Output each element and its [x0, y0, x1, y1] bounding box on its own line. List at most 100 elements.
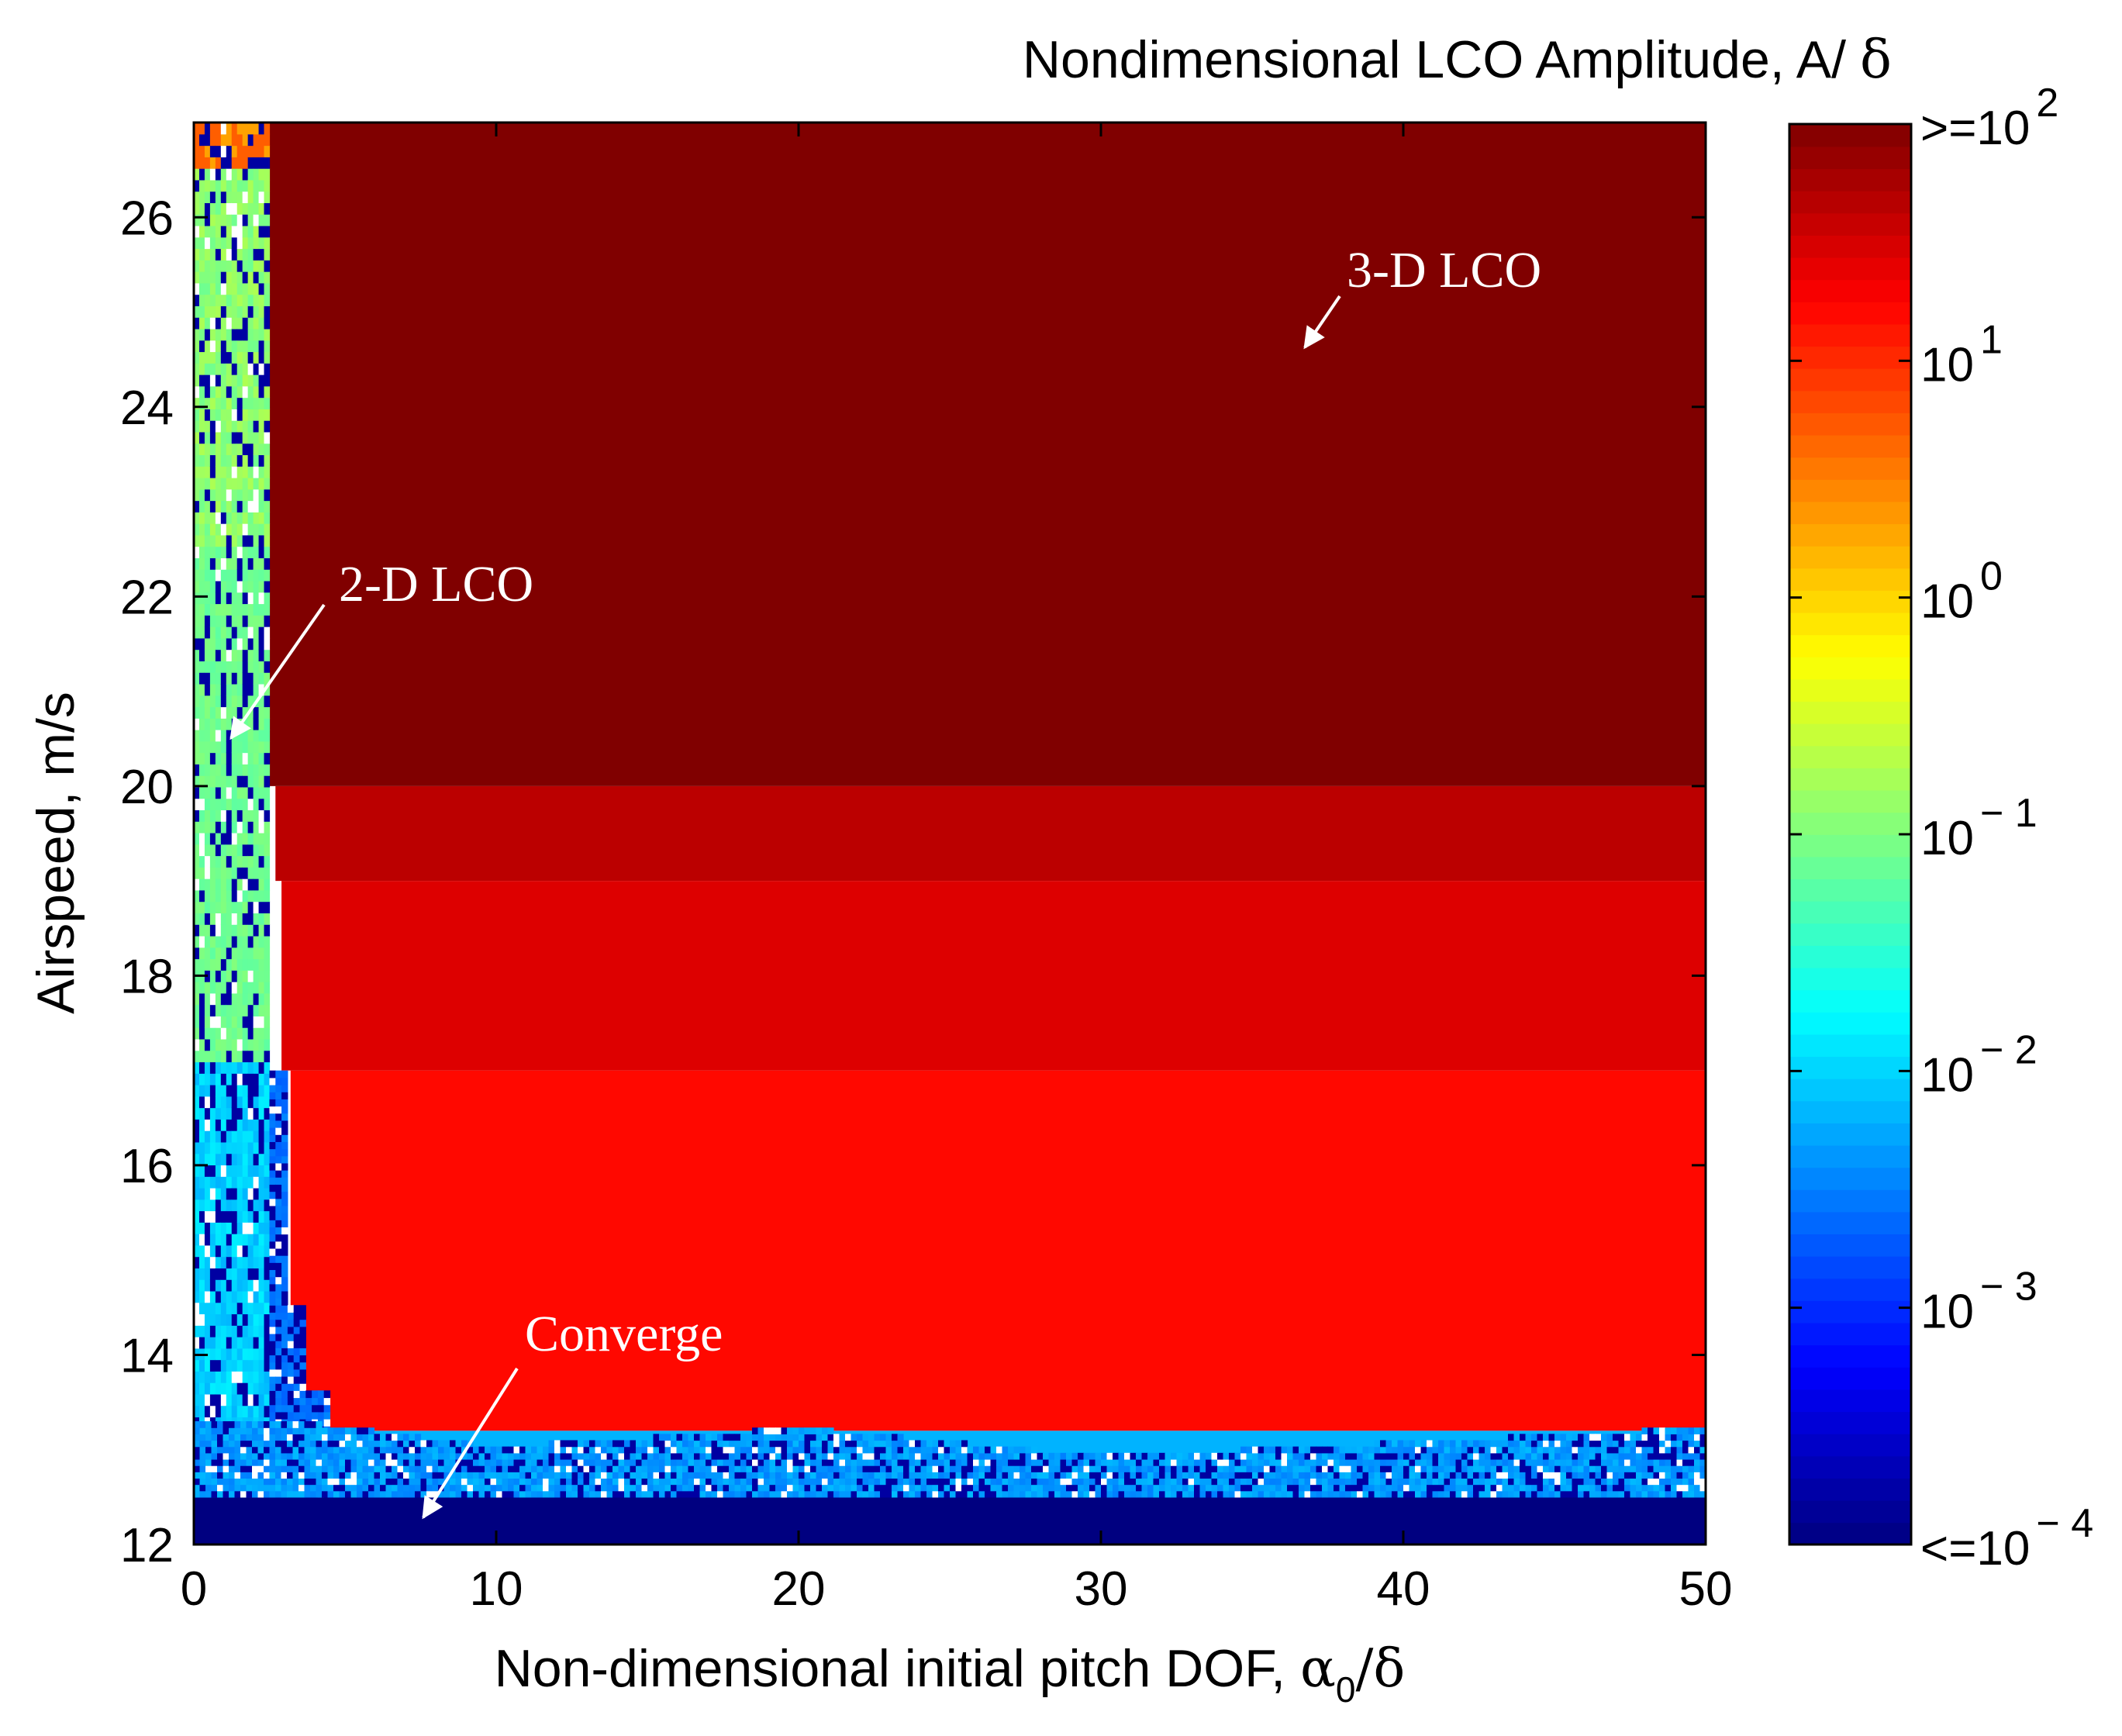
heatmap-cell	[1613, 1434, 1620, 1441]
heatmap-cell	[1566, 1465, 1573, 1472]
heatmap-cell	[1461, 1490, 1468, 1498]
heatmap-cell	[209, 1153, 216, 1166]
heatmap-cell	[1066, 1478, 1073, 1486]
heatmap-cell	[217, 1427, 224, 1434]
heatmap-cell	[1025, 1458, 1032, 1466]
heatmap-cell	[310, 1490, 317, 1498]
heatmap-cell	[211, 1427, 218, 1434]
heatmap-cell	[426, 1484, 433, 1492]
heatmap-cell	[199, 1458, 206, 1466]
heatmap-cell	[496, 1458, 503, 1466]
heatmap-cell	[961, 1484, 968, 1492]
heatmap-cell	[269, 1333, 276, 1341]
heatmap-cell	[204, 305, 211, 318]
heatmap-cell	[247, 157, 254, 169]
x-tick-label: 50	[1679, 1562, 1733, 1616]
heatmap-cell	[275, 1421, 282, 1428]
heatmap-cell	[1537, 1484, 1544, 1492]
heatmap-cell	[253, 340, 260, 353]
heatmap-cell	[1141, 1490, 1148, 1498]
heatmap-cell	[636, 1465, 643, 1472]
heatmap-cell	[432, 1490, 439, 1498]
heatmap-cell	[1269, 1472, 1276, 1479]
heatmap-cell	[242, 832, 249, 845]
heatmap-cell	[252, 1472, 259, 1479]
heatmap-cell	[1665, 1452, 1672, 1460]
heatmap-cell	[234, 1427, 241, 1434]
heatmap-cell	[258, 168, 265, 181]
heatmap-cell	[450, 1446, 457, 1454]
heatmap-cell	[757, 1472, 764, 1479]
heatmap-cell	[231, 248, 238, 261]
heatmap-cell	[1520, 1478, 1527, 1486]
heatmap-cell	[198, 443, 205, 456]
heatmap-cell	[827, 1465, 834, 1472]
heatmap-cell	[967, 1478, 974, 1486]
heatmap-cell	[310, 1484, 317, 1492]
heatmap-cell	[647, 1478, 654, 1486]
heatmap-cell	[1682, 1446, 1689, 1454]
heatmap-cell	[275, 1227, 282, 1235]
heatmap-cell	[209, 603, 216, 616]
heatmap-cell	[236, 1061, 243, 1074]
heatmap-cell	[1165, 1472, 1171, 1479]
heatmap-cell	[1537, 1478, 1544, 1486]
heatmap-cell	[264, 1199, 271, 1212]
heatmap-cell	[269, 1134, 276, 1142]
heatmap-cell	[253, 1371, 260, 1383]
heatmap-cell	[606, 1465, 613, 1472]
heatmap-cell	[548, 1484, 555, 1492]
colorbar-band	[1789, 923, 1911, 946]
heatmap-cell	[682, 1434, 689, 1441]
heatmap-cell	[211, 1458, 218, 1466]
heatmap-cell	[220, 1256, 227, 1268]
heatmap-cell	[264, 740, 271, 754]
heatmap-cell	[1223, 1452, 1230, 1460]
heatmap-cell	[275, 1348, 282, 1356]
heatmap-cell	[1071, 1490, 1078, 1498]
heatmap-cell	[1008, 1452, 1015, 1460]
heatmap-cell	[1467, 1458, 1474, 1466]
heatmap-cell	[926, 1452, 933, 1460]
heatmap-cell	[198, 236, 205, 250]
heatmap-cell	[1066, 1452, 1073, 1460]
heatmap-cell	[205, 1458, 212, 1466]
heatmap-cell	[1688, 1478, 1695, 1486]
heatmap-cell	[264, 1302, 271, 1315]
heatmap-cell	[833, 1490, 840, 1498]
heatmap-cell	[1246, 1458, 1253, 1466]
heatmap-cell	[1351, 1490, 1358, 1498]
heatmap-cell	[226, 500, 233, 513]
heatmap-cell	[253, 1176, 260, 1189]
heatmap-cell	[236, 821, 243, 833]
heatmap-cell	[275, 1452, 282, 1460]
heatmap-cell	[209, 374, 216, 387]
heatmap-cell	[305, 1390, 312, 1399]
heatmap-cell	[1548, 1452, 1555, 1460]
heatmap-cell	[1327, 1446, 1334, 1454]
heatmap-cell	[236, 1210, 243, 1223]
heatmap-cell	[1641, 1458, 1648, 1466]
heatmap-cell	[490, 1458, 497, 1466]
heatmap-cell	[194, 1478, 201, 1486]
heatmap-cell	[543, 1452, 550, 1460]
heatmap-cell	[1676, 1446, 1683, 1454]
heatmap-cell	[226, 145, 233, 157]
heatmap-cell	[293, 1305, 301, 1313]
heatmap-cell	[194, 236, 200, 250]
heatmap-cell	[1682, 1434, 1689, 1441]
heatmap-cell	[234, 1446, 241, 1454]
heatmap-cell	[1694, 1472, 1701, 1479]
heatmap-cell	[595, 1484, 602, 1492]
heatmap-cell	[1438, 1458, 1445, 1466]
heatmap-cell	[231, 191, 238, 204]
heatmap-cell	[264, 603, 271, 616]
heatmap-cell	[799, 1472, 806, 1479]
heatmap-cell	[345, 1434, 352, 1441]
heatmap-cell	[1147, 1472, 1154, 1479]
heatmap-cell	[287, 1440, 294, 1448]
heatmap-cell	[194, 260, 200, 272]
heatmap-cell	[1240, 1490, 1247, 1498]
heatmap-cell	[258, 580, 265, 593]
heatmap-cell	[226, 695, 233, 708]
